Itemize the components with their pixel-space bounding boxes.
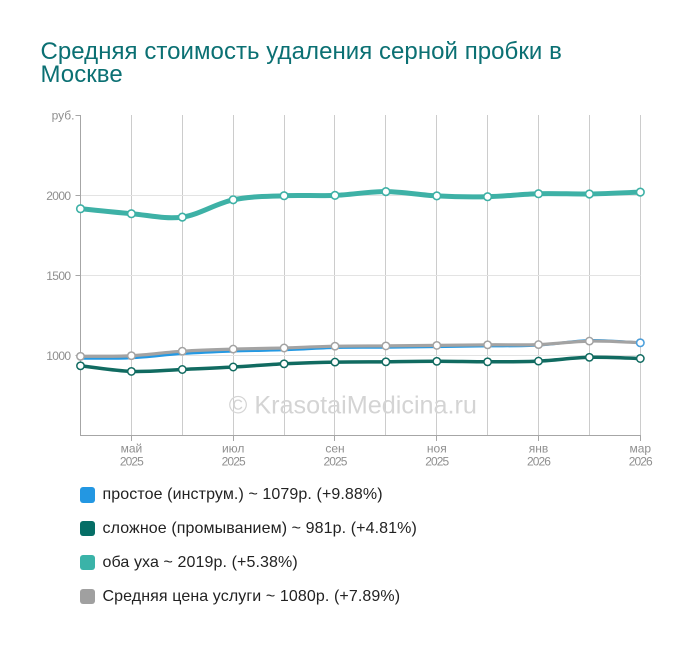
svg-text:июл: июл	[222, 442, 244, 456]
svg-text:2025: 2025	[222, 455, 246, 469]
svg-text:руб.: руб.	[52, 109, 75, 123]
svg-text:май: май	[121, 442, 143, 456]
svg-text:2025: 2025	[425, 455, 449, 469]
svg-text:2000: 2000	[46, 189, 71, 203]
svg-text:сен: сен	[325, 442, 344, 456]
svg-text:2026: 2026	[527, 455, 551, 469]
svg-text:1500: 1500	[46, 269, 71, 283]
svg-text:мар: мар	[629, 442, 651, 456]
svg-text:2025: 2025	[323, 455, 347, 469]
svg-text:ноя: ноя	[427, 442, 447, 456]
svg-text:2026: 2026	[629, 455, 653, 469]
svg-text:© KrasotaiMedicina.ru: © KrasotaiMedicina.ru	[229, 392, 477, 420]
svg-text:1000: 1000	[46, 349, 71, 363]
svg-text:янв: янв	[529, 442, 549, 456]
svg-text:2025: 2025	[120, 455, 144, 469]
